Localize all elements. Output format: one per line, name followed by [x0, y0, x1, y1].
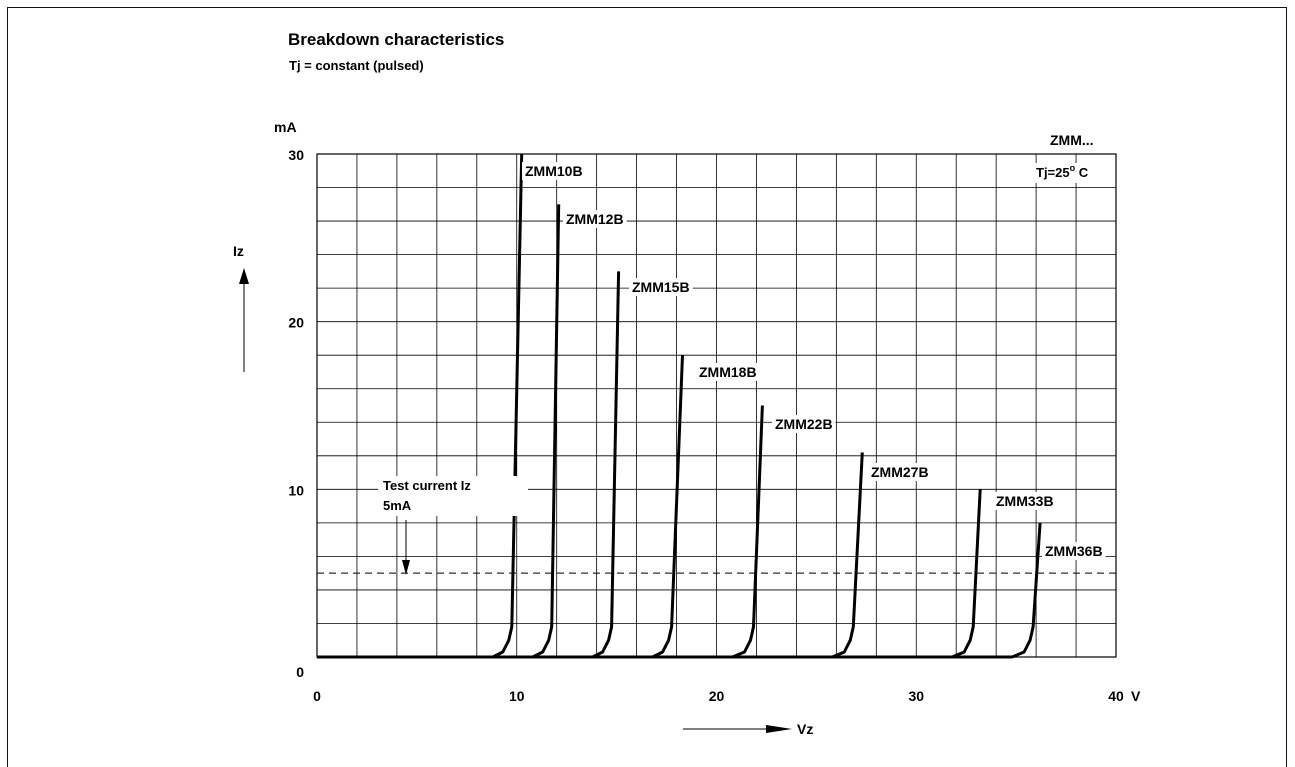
series-label-zmm18b: ZMM18B [699, 364, 757, 380]
y-tick-label: 20 [288, 315, 304, 331]
grid [316, 153, 1117, 658]
curve-zmm12b [317, 204, 561, 659]
series-label-zmm10b: ZMM10B [525, 163, 583, 179]
figure-frame [7, 7, 1287, 767]
x-tick-label: 10 [509, 688, 525, 704]
y-tick-label: 10 [288, 482, 304, 498]
y-tick-label: 30 [288, 147, 304, 163]
chart-subtitle: Tj = constant (pulsed) [289, 58, 424, 73]
curves [317, 153, 1116, 659]
y-axis-label: Iz [233, 243, 244, 259]
y-axis-arrow-head [239, 268, 249, 284]
series-label-bg [1042, 542, 1106, 560]
y-axis-unit: mA [274, 119, 297, 135]
series-label-zmm12b: ZMM12B [566, 211, 624, 227]
series-label-bg [563, 210, 627, 228]
x-axis-arrow-head [766, 725, 792, 733]
curve-zmm36b [317, 522, 1042, 659]
series-label-zmm36b: ZMM36B [1045, 543, 1103, 559]
temperature-label-bg [1030, 163, 1114, 183]
series-label-bg [868, 463, 932, 481]
series-label-zmm22b: ZMM22B [775, 416, 833, 432]
series-label-bg [522, 162, 586, 180]
x-tick-label: 0 [313, 688, 321, 704]
series-family-label: ZMM... [1050, 132, 1094, 148]
labels: ZMM10B ZMM12B ZMM15B ZMM18B ZMM22B ZMM27B ZMM3… [378, 162, 1114, 560]
test-current-value: 5mA [383, 498, 412, 513]
x-tick-label: 30 [908, 688, 924, 704]
chart-title: Breakdown characteristics [288, 30, 505, 49]
test-current-label-bg [378, 476, 528, 516]
curve-zmm10b [317, 153, 524, 659]
series-label-bg [629, 278, 693, 296]
series-label-zmm15b: ZMM15B [632, 279, 690, 295]
series-label-bg [993, 492, 1057, 510]
curve-zmm22b [317, 405, 764, 659]
curve-zmm15b [317, 271, 621, 659]
test-current-label: Test current Iz [383, 478, 471, 493]
test-current-arrow-head [402, 560, 410, 575]
series-label-zmm33b: ZMM33B [996, 493, 1054, 509]
series-label-bg [772, 415, 836, 433]
series-label-zmm27b: ZMM27B [871, 464, 929, 480]
axes: 0 10 20 30 40 0 10 20 30 [288, 147, 1124, 704]
y-tick-label: 0 [296, 664, 304, 680]
series-label-bg [696, 363, 760, 381]
x-tick-label: 40 [1108, 688, 1124, 704]
x-axis-unit: V [1131, 688, 1141, 704]
x-tick-label: 20 [709, 688, 725, 704]
x-axis-label: Vz [797, 721, 813, 737]
temperature-label: Tj=25o C [1036, 163, 1089, 180]
